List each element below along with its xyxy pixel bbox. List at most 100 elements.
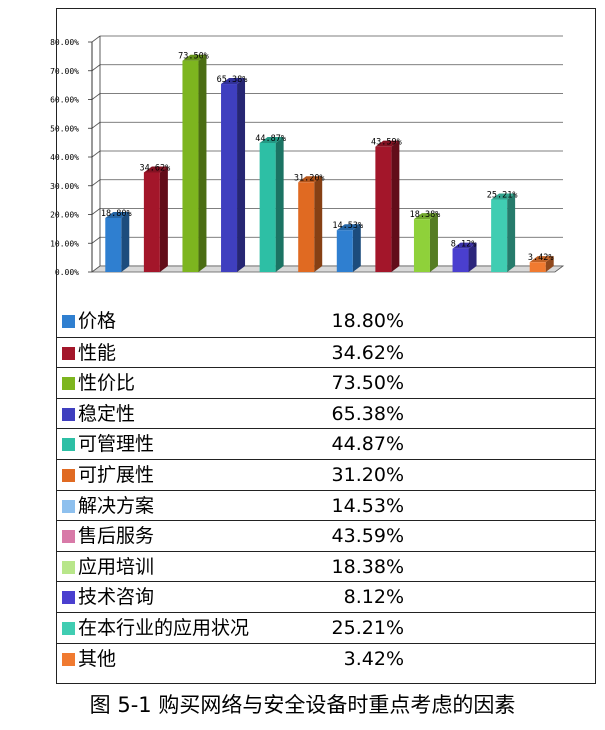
table-row: 性能 34.62% [56,336,596,368]
y-tick-label: 80.00% [50,38,79,47]
bar-side [121,211,130,272]
table-row: 在本行业的应用状况 25.21% [56,611,596,643]
category-label: 在本行业的应用状况 [78,616,250,639]
bar-value-label: 73.50% [178,52,209,62]
bar-top [529,256,554,263]
legend-swatch [62,438,75,452]
value-cell: 44.87% [331,433,404,456]
bar [259,142,276,272]
bar-value-label: 43.59% [371,138,402,148]
bar-side [275,136,284,272]
bar-side [468,242,477,272]
table-row: 价格 18.80% [56,306,596,337]
value-cell: 14.53% [331,494,404,517]
category-label: 可扩展性 [78,463,155,486]
bar-side [391,140,400,272]
bar-side [314,176,323,272]
bar-value-label: 25.21% [487,191,518,201]
bar [529,262,546,272]
category-label: 售后服务 [78,525,155,548]
bar-value-label: 18.80% [101,209,132,219]
legend-swatch [62,560,75,574]
y-tick-label: 70.00% [50,67,79,76]
bar-top [336,224,361,231]
grid-diag [91,236,101,244]
table-row: 售后服务 43.59% [56,520,596,551]
bar-chart: 0.00% 10.00% 20.00% 30.00% 40.00% 50.00% 60.00… [50,35,565,277]
bar-value-label: 44.87% [255,134,286,144]
legend-swatch [62,652,75,666]
bar-top [491,193,516,200]
legend-swatch [62,407,75,421]
value-cell: 18.80% [331,310,404,332]
category-label: 价格 [78,310,117,332]
grid-diag [91,35,101,43]
value-cell: 8.12% [343,586,404,609]
bar [298,182,315,272]
bar-value-label: 65.38% [217,75,248,85]
floor [90,265,565,273]
bar [375,146,392,272]
value-cell: 34.62% [331,341,404,364]
category-label: 解决方案 [78,494,155,517]
legend-swatch [62,591,75,605]
grid-diag [91,150,101,158]
bar [221,84,238,272]
category-label: 稳定性 [78,402,136,425]
legend-swatch [62,499,75,513]
value-cell: 43.59% [331,525,404,548]
bar-top [182,54,207,61]
bar-top [452,242,477,249]
bar [413,219,430,272]
legend-swatch [62,468,75,482]
grid-diag [91,121,101,129]
bar-side [545,256,554,272]
grid-diag [91,93,101,100]
legend-swatch [62,346,75,360]
y-tick-label: 10.00% [50,239,79,248]
table-row: 解决方案 14.53% [56,489,596,521]
value-cell: 18.38% [331,555,404,578]
table-row: 性价比 73.50% [56,367,596,398]
legend-swatch [62,315,75,328]
value-cell: 25.21% [331,616,404,639]
legend-swatch [62,377,75,391]
bar-side [507,193,516,272]
category-label: 可管理性 [78,433,155,456]
legend-swatch [62,530,75,544]
figure-caption: 图 5-1 购买网络与安全设备时重点考虑的因素 [89,693,516,717]
y-tick-label: 30.00% [50,182,79,191]
category-label: 应用培训 [78,555,155,578]
bar-side [429,213,438,272]
bar-value-label: 14.53% [332,221,363,231]
bar-top [259,136,284,143]
bar-side [198,54,207,272]
bar-value-label: 3.42% [528,253,554,263]
bar-value-label: 34.62% [140,163,171,173]
value-cell: 3.42% [343,647,404,670]
table-row: 稳定性 65.38% [56,397,596,429]
bar-value-label: 31.20% [294,173,325,183]
bar [105,217,122,272]
y-tick-label: 50.00% [50,124,79,133]
table-row: 可扩展性 31.20% [56,458,596,490]
grid-diag [91,179,101,187]
data-table: 价格 18.80% 性能 34.62% 性价比 73.50% 稳定性 65.38% 可管理性 44… [56,306,596,673]
category-label: 其他 [78,647,117,670]
category-label: 技术咨询 [78,586,155,609]
table-row: 其他 3.42% [56,642,596,674]
bar [143,172,160,272]
bar-side [352,224,361,272]
value-cell: 65.38% [331,402,404,425]
bar-value-label: 8.12% [451,240,477,250]
bar-side [237,78,246,272]
table-row: 应用培训 18.38% [56,550,596,582]
bar [336,230,353,272]
bar-value-label: 18.38% [410,210,441,220]
bar-top [298,176,323,183]
chart-frame [56,8,596,684]
bar-top [221,78,246,85]
bar-top [105,211,130,218]
category-label: 性价比 [78,372,136,395]
legend-swatch [62,621,75,635]
